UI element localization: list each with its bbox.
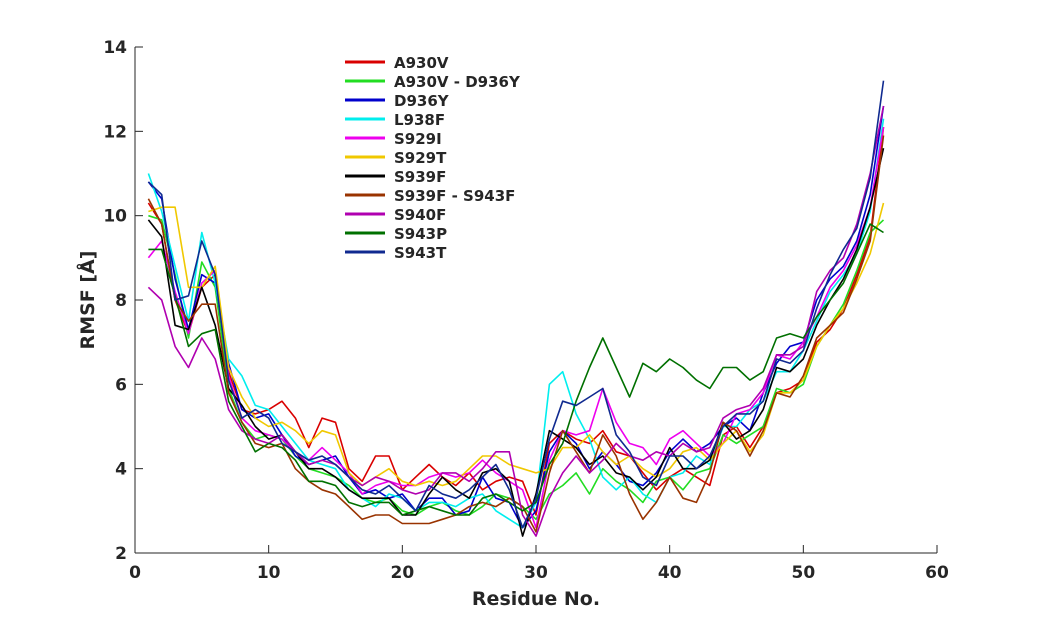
x-tick-label: 50 (791, 563, 815, 583)
legend-label: S939F (394, 168, 446, 186)
series-line-8 (147, 135, 885, 533)
series-line-3 (147, 105, 885, 529)
series-line-5 (147, 126, 885, 529)
y-tick-label: 12 (103, 122, 127, 142)
x-tick-label: 40 (658, 563, 682, 583)
x-tick-label: 20 (390, 563, 414, 583)
legend-label: S940F (394, 206, 446, 224)
legend-label: L938F (394, 111, 445, 129)
y-tick-label: 2 (115, 544, 127, 564)
y-tick-label: 6 (115, 375, 127, 395)
series-line-1 (147, 127, 885, 516)
y-tick-label: 8 (115, 291, 127, 311)
series-line-11 (147, 80, 885, 529)
series-line-9 (147, 105, 885, 537)
legend-label: D936Y (394, 92, 450, 110)
y-tick-label: 10 (103, 207, 127, 227)
x-tick-label: 60 (925, 563, 949, 583)
x-axis-title: Residue No. (472, 588, 600, 610)
legend-label: S939F - S943F (394, 187, 515, 205)
legend-label: S929I (394, 130, 442, 148)
series-layer (147, 80, 885, 537)
x-tick-label: 10 (257, 563, 281, 583)
legend-label: A930V (394, 54, 449, 72)
x-tick-label: 0 (129, 563, 141, 583)
y-tick-label: 14 (103, 38, 127, 58)
y-axis-title: RMSF [Å] (75, 251, 99, 350)
y-tick-label: 4 (115, 460, 127, 480)
legend-label: A930V - D936Y (394, 73, 521, 91)
legend-label: S943P (394, 225, 447, 243)
x-tick-label: 30 (524, 563, 548, 583)
axes-layer: 0 10 20 30 40 50 60 2 4 6 8 10 12 14 (103, 38, 949, 583)
legend-label: S943T (394, 244, 447, 262)
legend-label: S929T (394, 149, 447, 167)
series-line-7 (147, 148, 885, 537)
series-line-6 (148, 202, 885, 487)
